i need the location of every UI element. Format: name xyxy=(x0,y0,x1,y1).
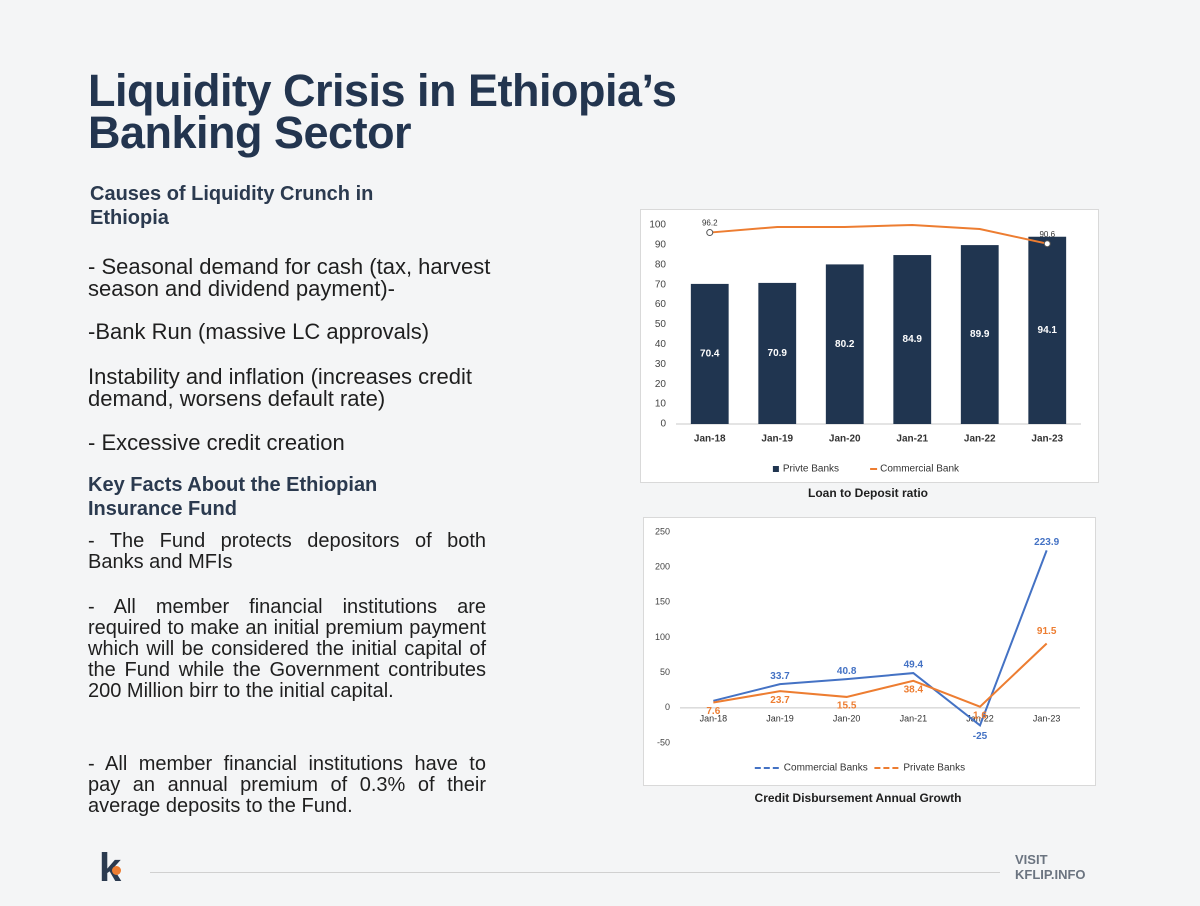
data-label: 90.6 xyxy=(1039,230,1055,239)
legend-label: Commercial Banks xyxy=(784,763,868,774)
legend-label: Commercial Bank xyxy=(880,464,960,475)
line xyxy=(709,223,1048,245)
page-title: Liquidity Crisis in Ethiopia’s Banking S… xyxy=(88,65,677,158)
visit: VISIT xyxy=(1015,852,1048,867)
paragraph: - All member financial institutions are … xyxy=(88,596,486,702)
x-tick-label: Jan-18 xyxy=(700,713,728,723)
bar xyxy=(1028,236,1067,424)
data-label: 15.5 xyxy=(837,701,857,712)
data-label: 1.6 xyxy=(973,710,987,721)
bullet: - Seasonal demand for cash (tax, harvest… xyxy=(88,254,491,301)
data-label: 40.8 xyxy=(837,666,857,677)
legend-label: Private Banks xyxy=(903,763,965,774)
y-tick-label: 100 xyxy=(655,632,670,642)
data-label: 96.2 xyxy=(702,219,718,228)
x-tick-label: Jan-23 xyxy=(1033,713,1061,723)
section-heading: Causes of Liquidity Crunch in Ethiopia xyxy=(90,183,374,229)
data-label: 91.5 xyxy=(1037,626,1057,637)
bullet: Instability and inflation (increases cre… xyxy=(88,364,472,411)
data-label: 89.9 xyxy=(970,329,990,340)
data-label: 23.7 xyxy=(770,695,790,706)
y-tick-label: 30 xyxy=(655,359,667,370)
logo: k xyxy=(99,846,122,890)
bar xyxy=(893,255,932,424)
y-tick-label: 80 xyxy=(655,259,667,270)
x-tick-label: Jan-22 xyxy=(964,434,996,445)
y-tick-label: 100 xyxy=(649,220,666,231)
y-tick-label: 20 xyxy=(655,379,667,390)
line xyxy=(713,642,1048,708)
chart-caption: Credit Disbursement Annual Growth xyxy=(754,791,962,805)
data-label: 80.2 xyxy=(835,339,855,350)
bar xyxy=(825,264,864,424)
legend-marker xyxy=(772,466,779,472)
y-tick-label: 200 xyxy=(655,562,670,572)
data-label: 70.4 xyxy=(700,349,720,360)
bar xyxy=(690,283,729,424)
data-label: 38.4 xyxy=(904,684,924,695)
bullet: - Excessive credit creation xyxy=(88,430,345,455)
data-label: -25 xyxy=(973,731,988,742)
y-tick-label: -50 xyxy=(657,737,670,747)
y-tick-label: 60 xyxy=(655,299,667,310)
y-tick-label: 50 xyxy=(660,667,670,677)
paragraph: - All member financial institutions have… xyxy=(88,753,486,817)
y-tick-label: 0 xyxy=(660,419,666,430)
y-tick-label: 90 xyxy=(655,240,667,251)
chart: -50 0 50 100 150 200 250 Jan-18 Jan-19 Jan-20 Jan-… xyxy=(643,517,1096,786)
footer-rule xyxy=(150,872,1000,873)
x-tick-label: Jan-21 xyxy=(896,434,928,445)
x-tick-label: Jan-19 xyxy=(766,713,794,723)
bullet: -Bank Run (massive LC approvals) xyxy=(88,319,430,344)
data-label: 94.1 xyxy=(1038,325,1058,336)
y-tick-label: 150 xyxy=(655,597,670,607)
y-tick-label: 70 xyxy=(655,279,667,290)
x-tick-label: Jan-23 xyxy=(1031,434,1063,445)
point-marker xyxy=(1043,240,1051,248)
y-tick-label: 10 xyxy=(655,399,667,410)
line xyxy=(713,550,1048,728)
x-tick-label: Jan-21 xyxy=(900,713,928,723)
legend-label: Privte Banks xyxy=(783,464,839,475)
x-tick-label: Jan-20 xyxy=(829,434,861,445)
x-tick-label: Jan-20 xyxy=(833,713,861,723)
footer-link: VISIT KFLIP.INFO xyxy=(1015,852,1086,882)
data-label: 49.4 xyxy=(904,660,924,671)
bar xyxy=(960,245,999,424)
chart-caption: Loan to Deposit ratio xyxy=(808,486,928,500)
logo-dot xyxy=(112,866,121,875)
y-tick-label: 250 xyxy=(655,526,670,536)
data-label: 84.9 xyxy=(903,334,923,345)
data-label: 70.9 xyxy=(768,348,788,359)
y-tick-label: 40 xyxy=(655,339,667,350)
y-tick-label: 0 xyxy=(665,702,670,712)
data-label: 33.7 xyxy=(770,671,790,682)
bar xyxy=(758,282,797,424)
data-label: 7.6 xyxy=(706,706,720,717)
section-heading: Key Facts About the Ethiopian Insurance … xyxy=(88,474,378,520)
data-label: 223.9 xyxy=(1034,537,1059,548)
paragraph: - The Fund protects depositors of both B… xyxy=(88,530,486,573)
x-tick-label: Jan-22 xyxy=(966,713,994,723)
y-tick-label: 50 xyxy=(655,319,667,330)
point-marker xyxy=(706,229,714,237)
x-tick-label: Jan-19 xyxy=(761,434,793,445)
site: KFLIP.INFO xyxy=(1015,867,1086,882)
chart: 0 10 20 30 40 50 60 70 80 90 100 Jan-18 Jan-19 Jan-20… xyxy=(640,209,1099,483)
x-tick-label: Jan-18 xyxy=(694,434,726,445)
